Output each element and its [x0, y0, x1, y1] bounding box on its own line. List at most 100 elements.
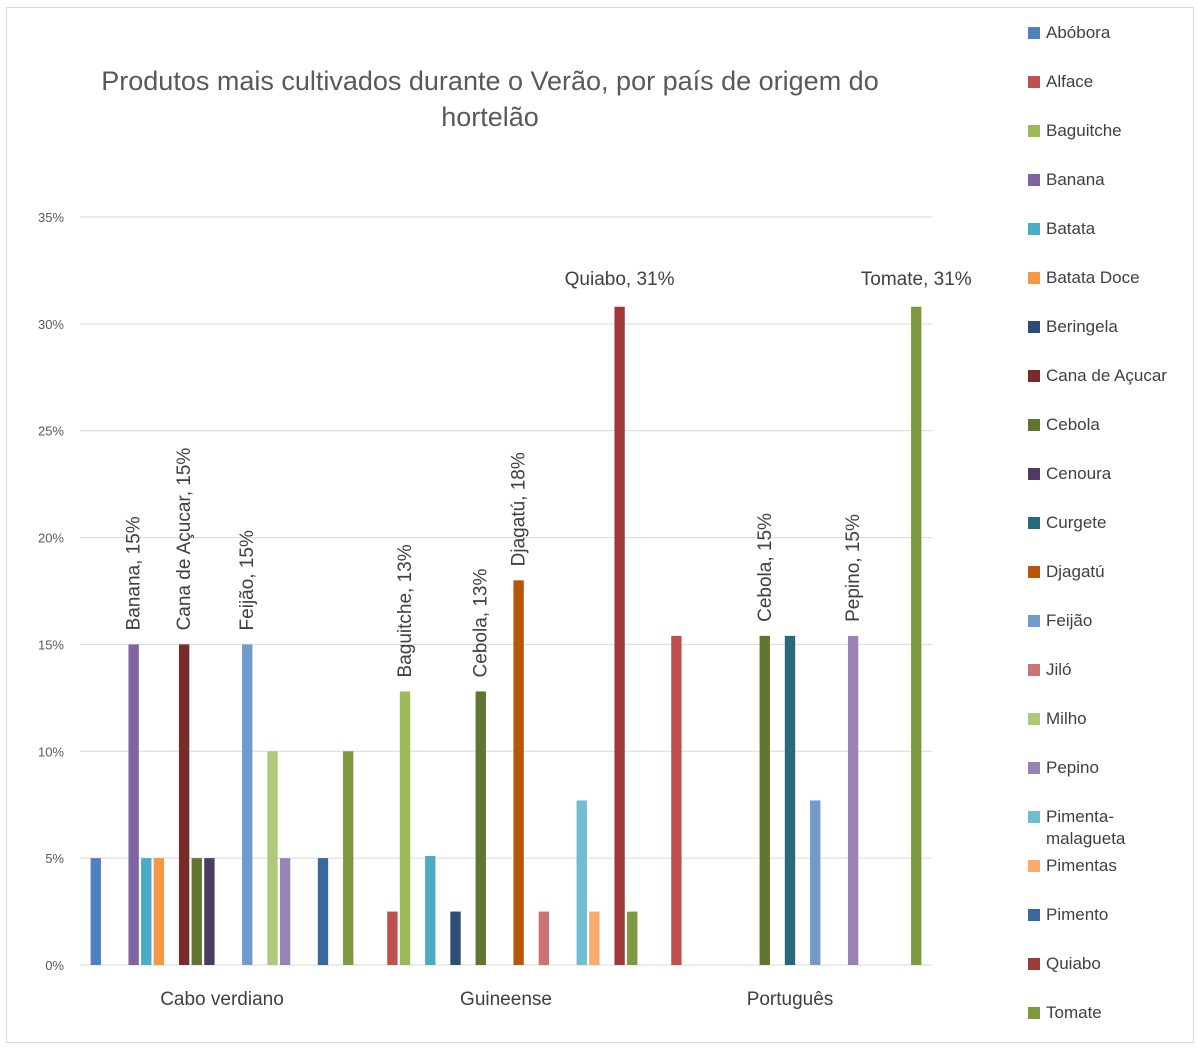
y-tick-label: 35%: [38, 210, 64, 225]
legend-swatch: [1028, 419, 1040, 431]
legend-swatch: [1028, 517, 1040, 529]
legend-item: Djagatú: [1028, 561, 1186, 581]
y-tick-label: 25%: [38, 424, 64, 439]
legend-swatch: [1028, 27, 1040, 39]
bar: [538, 911, 550, 965]
bar: [627, 911, 638, 965]
bar: [90, 858, 101, 965]
data-label: Cebola, 13%: [471, 569, 492, 678]
legend-label: Milho: [1046, 709, 1087, 728]
legend-item: Cebola: [1028, 414, 1186, 434]
legend-swatch: [1028, 615, 1040, 627]
legend-swatch: [1028, 370, 1040, 382]
legend-label: Batata Doce: [1046, 268, 1140, 287]
legend-swatch: [1028, 272, 1040, 284]
legend-label: Pepino: [1046, 758, 1099, 777]
legend-label: Abóbora: [1046, 23, 1111, 42]
legend-item: Cana de Açucar: [1028, 365, 1186, 385]
legend-label: Cenoura: [1046, 464, 1112, 483]
legend-item: Beringela: [1028, 316, 1186, 336]
bar: [614, 306, 625, 965]
legend-swatch: [1028, 909, 1040, 921]
legend-label: Cana de Açucar: [1046, 366, 1167, 385]
legend-item: Baguitche: [1028, 120, 1186, 140]
legend-item: Milho: [1028, 708, 1186, 728]
y-tick-label: 15%: [38, 637, 64, 652]
bar: [204, 858, 215, 965]
legend-swatch: [1028, 223, 1040, 235]
bar: [387, 911, 398, 965]
legend-swatch: [1028, 860, 1040, 872]
legend-label: Quiabo: [1046, 954, 1101, 973]
bar: [450, 911, 461, 965]
x-axis-labels: Cabo verdiano Guineense Português: [160, 989, 833, 1010]
bar: [847, 635, 859, 965]
legend-swatch: [1028, 76, 1040, 88]
legend-label: Cebola: [1046, 415, 1100, 434]
bar: [576, 800, 587, 965]
data-label: Tomate, 31%: [861, 269, 972, 290]
bar: [810, 800, 821, 965]
bar: [671, 635, 682, 965]
legend-item: Pimenta-malagueta: [1028, 806, 1186, 848]
legend-item: Banana: [1028, 169, 1186, 189]
bar: [128, 644, 139, 965]
bar: [242, 644, 253, 965]
bar: [425, 856, 436, 965]
legend-label: Banana: [1046, 170, 1105, 189]
legend-label: Tomate: [1046, 1003, 1102, 1022]
y-tick-label: 30%: [38, 317, 64, 332]
bar: [911, 306, 922, 965]
legend-swatch: [1028, 713, 1040, 725]
y-axis-ticks: 0% 5% 10% 15% 20% 25% 30% 35%: [38, 210, 64, 973]
legend-swatch: [1028, 1007, 1040, 1019]
legend-item: Batata: [1028, 218, 1186, 238]
legend-swatch: [1028, 321, 1040, 333]
legend-label: Pimento: [1046, 905, 1109, 924]
legend-label: Curgete: [1046, 513, 1107, 532]
bar: [343, 751, 354, 965]
legend-label: Pimenta-malagueta: [1046, 807, 1126, 848]
legend-label: Jiló: [1046, 660, 1072, 679]
data-label: Cana de Açucar, 15%: [174, 448, 195, 631]
legend-label: Feijão: [1046, 611, 1093, 630]
data-label: Cebola, 15%: [755, 513, 776, 622]
data-label: Banana, 15%: [124, 516, 145, 630]
bar: [317, 858, 329, 965]
legend-swatch: [1028, 762, 1040, 774]
gridlines: [80, 216, 932, 966]
y-tick-label: 0%: [45, 958, 64, 973]
chart-frame: [6, 7, 1194, 1043]
chart-title-line-2: hortelão: [441, 102, 539, 132]
legend-swatch: [1028, 125, 1040, 137]
bar: [513, 580, 524, 965]
y-tick-label: 5%: [45, 851, 64, 866]
legend-swatch: [1028, 811, 1040, 823]
legend-swatch: [1028, 174, 1040, 186]
legend-item: Pimentas: [1028, 855, 1186, 875]
bar: [141, 858, 152, 965]
legend-item: Cenoura: [1028, 463, 1186, 483]
data-label: Pepino, 15%: [843, 514, 864, 622]
legend-swatch: [1028, 958, 1040, 970]
y-tick-label: 20%: [38, 531, 64, 546]
x-category-label: Cabo verdiano: [160, 989, 284, 1010]
bar: [475, 691, 486, 965]
data-labels: Banana, 15% Cana de Açucar, 15% Feijão, 15…: [124, 269, 972, 678]
legend-label: Batata: [1046, 219, 1096, 238]
legend-item: Jiló: [1028, 659, 1186, 679]
legend-label: Baguitche: [1046, 121, 1122, 140]
y-tick-label: 10%: [38, 744, 64, 759]
legend-item: Pimento: [1028, 904, 1186, 924]
legend-swatch: [1028, 468, 1040, 480]
data-label: Baguitche, 13%: [395, 544, 416, 677]
bar: [279, 858, 291, 965]
bar: [178, 644, 190, 965]
data-label: Quiabo, 31%: [565, 269, 675, 290]
bars: [90, 306, 922, 965]
legend-label: Alface: [1046, 72, 1094, 91]
bar: [191, 858, 202, 965]
legend-item: Tomate: [1028, 1002, 1186, 1022]
legend-item: Batata Doce: [1028, 267, 1186, 287]
